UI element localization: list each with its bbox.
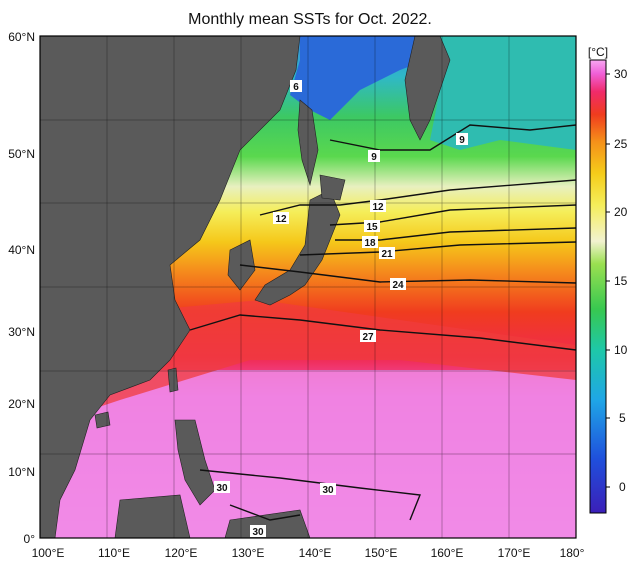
- isotherm-label-27: 27: [360, 330, 376, 343]
- lat-tick-60: 60°N: [8, 30, 35, 44]
- lat-tick-20: 20°N: [8, 397, 35, 411]
- cold-okhotsk-region: [290, 36, 440, 120]
- svg-text:12: 12: [275, 214, 287, 225]
- colorbar-tick-0: 0: [619, 480, 626, 494]
- lon-tick-100: 100°E: [32, 546, 65, 560]
- longitude-axis: 100°E 110°E 120°E 130°E 140°E 150°E 160°…: [32, 546, 585, 560]
- philippines: [174, 419, 216, 506]
- lat-tick-10: 10°N: [8, 465, 35, 479]
- lon-tick-170: 170°E: [498, 546, 531, 560]
- isotherm-label-6: 6: [290, 80, 302, 93]
- isotherm-27: [189, 314, 576, 351]
- lon-tick-110: 110°E: [98, 546, 130, 560]
- colorbar-scale: [589, 59, 607, 514]
- svg-text:12: 12: [372, 202, 384, 213]
- isotherm-9: [329, 124, 576, 151]
- hainan: [94, 411, 111, 429]
- colorbar-tick-30: 30: [614, 67, 628, 81]
- svg-text:30: 30: [216, 483, 228, 494]
- lat-tick-50: 50°N: [8, 147, 35, 161]
- lon-tick-130: 130°E: [232, 546, 265, 560]
- japan-islands: [254, 189, 341, 306]
- map-title: Monthly mean SSTs for Oct. 2022.: [188, 11, 432, 28]
- colorbar-tick-5: 5: [619, 411, 626, 425]
- isotherm-24: [239, 264, 576, 284]
- hokkaido: [319, 174, 346, 201]
- isotherm-label-15: 15: [364, 220, 380, 233]
- isotherm-label-12-b: 12: [370, 200, 386, 213]
- colorbar-tick-25: 25: [614, 137, 628, 151]
- isotherm-18: [335, 227, 576, 241]
- lat-tick-0: 0°: [24, 532, 36, 546]
- lat-tick-40: 40°N: [8, 243, 35, 257]
- svg-text:18: 18: [364, 238, 376, 249]
- isotherm-labels: 6 9 9 12 12 15 18 21 24 27 30 30 30: [214, 80, 468, 538]
- colorbar-tick-15: 15: [614, 274, 628, 288]
- colorbar-unit: [°C]: [588, 45, 608, 59]
- svg-text:21: 21: [381, 249, 393, 260]
- lat-tick-30: 30°N: [8, 325, 35, 339]
- isotherm-15: [329, 204, 576, 226]
- svg-text:27: 27: [362, 332, 374, 343]
- isotherm-30-north: [199, 469, 421, 521]
- svg-text:15: 15: [366, 222, 378, 233]
- isotherm-30-south: [229, 504, 301, 521]
- latitude-axis: 60°N 50°N 40°N 30°N 20°N 10°N 0°: [8, 30, 35, 546]
- lon-tick-150: 150°E: [365, 546, 398, 560]
- map-border: [39, 35, 577, 539]
- isotherm-label-21: 21: [379, 247, 395, 260]
- lon-tick-180: 180°: [560, 546, 585, 560]
- isotherm-label-30-c: 30: [250, 525, 266, 538]
- colorbar: [°C] 30 25 20 15 10 5 0: [588, 45, 628, 514]
- lon-tick-160: 160°E: [431, 546, 464, 560]
- svg-text:9: 9: [459, 135, 465, 146]
- isotherm-label-9-b: 9: [456, 133, 468, 146]
- colorbar-tick-10: 10: [614, 343, 628, 357]
- borneo: [114, 494, 191, 538]
- svg-text:6: 6: [293, 82, 299, 93]
- svg-text:30: 30: [252, 527, 264, 538]
- isotherm-label-12-a: 12: [273, 212, 289, 225]
- isotherm-label-24: 24: [390, 278, 406, 291]
- isotherm-label-9-a: 9: [368, 150, 380, 163]
- lon-tick-120: 120°E: [165, 546, 198, 560]
- map-panel: [40, 36, 576, 538]
- isotherm-21: [299, 241, 576, 256]
- svg-text:30: 30: [322, 485, 334, 496]
- isotherm-label-18: 18: [362, 236, 378, 249]
- svg-text:24: 24: [392, 280, 404, 291]
- svg-text:9: 9: [371, 152, 377, 163]
- isotherm-label-30-b: 30: [320, 483, 336, 496]
- isotherm-lines: [189, 124, 576, 521]
- cool-northwest-region: [430, 36, 576, 150]
- lon-tick-140: 140°E: [299, 546, 332, 560]
- isotherm-12: [259, 179, 576, 216]
- taiwan: [167, 367, 179, 393]
- graticule: [40, 36, 576, 538]
- isotherm-label-30-a: 30: [214, 481, 230, 494]
- colorbar-tick-20: 20: [614, 205, 628, 219]
